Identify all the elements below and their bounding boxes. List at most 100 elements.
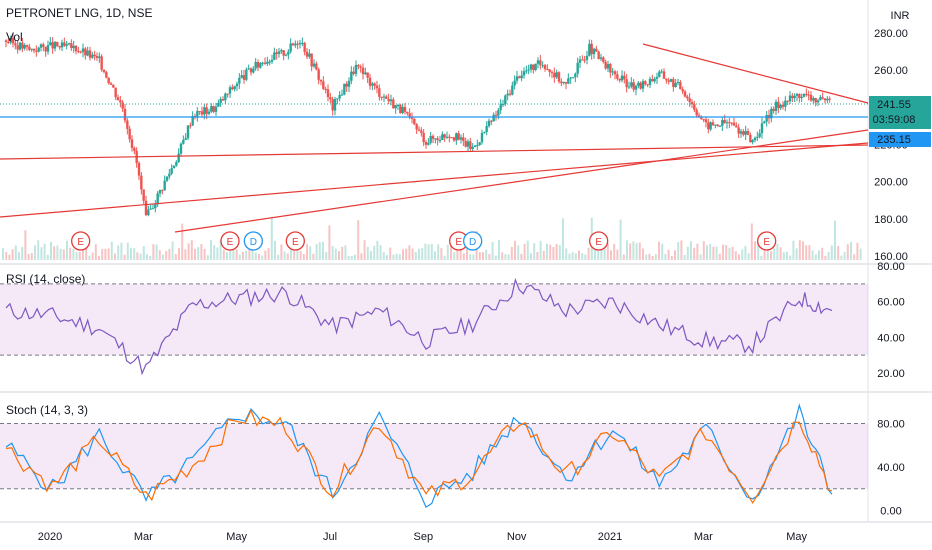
volume-bar	[174, 254, 177, 260]
price-candle-body	[368, 77, 372, 86]
volume-bar	[616, 249, 619, 260]
volume-bar	[267, 248, 270, 260]
price-candle-body	[303, 42, 306, 52]
price-candle-body	[105, 71, 108, 78]
price-candle-body	[219, 99, 222, 103]
volume-bar	[309, 246, 312, 260]
price-candle-body	[639, 82, 642, 89]
volume-bar	[808, 245, 811, 260]
event-marker[interactable]	[220, 231, 240, 251]
price-candle-body	[763, 121, 766, 124]
price-candle-body	[609, 64, 612, 73]
event-marker[interactable]	[71, 231, 91, 251]
volume-bar	[504, 254, 507, 260]
volume-bar	[584, 254, 587, 260]
price-candle-body	[546, 68, 549, 70]
volume-bar	[363, 240, 366, 260]
volume-bar	[370, 251, 372, 260]
volume-bar	[69, 248, 72, 260]
volume-bar	[859, 248, 862, 260]
volume-bar	[552, 247, 555, 260]
price-candle-body	[282, 50, 285, 56]
volume-bar	[120, 242, 123, 260]
price-candle-body	[490, 120, 493, 122]
price-candle-body	[809, 94, 813, 101]
volume-bar	[229, 241, 232, 260]
price-candle-body	[826, 98, 829, 101]
volume-bar	[238, 254, 241, 260]
price-candle-body	[478, 142, 481, 146]
rsi-title: RSI (14, close)	[6, 272, 85, 286]
volume-bar	[117, 245, 120, 260]
price-candle-body	[410, 116, 414, 119]
volume-bar	[27, 254, 30, 260]
volume-bar	[603, 245, 606, 260]
volume-bar	[258, 253, 260, 260]
price-candle-body	[441, 134, 444, 141]
price-candle-body	[802, 93, 806, 97]
price-candle-body	[697, 115, 701, 117]
price-candle-body	[408, 113, 411, 117]
volume-bar	[341, 246, 344, 260]
price-candle-body	[389, 99, 393, 102]
price-candle-body	[205, 107, 208, 114]
price-candle-body	[417, 129, 421, 131]
event-marker[interactable]	[243, 231, 263, 251]
volume-bar	[98, 255, 100, 260]
price-candle-body	[637, 82, 640, 86]
price-candle-body	[98, 56, 101, 58]
level-value: 235.15	[877, 134, 911, 146]
price-candle-body	[200, 111, 204, 115]
price-candle-body	[784, 100, 787, 107]
price-candle-body	[455, 133, 458, 141]
event-marker[interactable]	[463, 231, 483, 251]
volume-bar	[734, 251, 737, 260]
volume-bar	[203, 248, 206, 260]
price-candle-body	[777, 101, 780, 109]
price-candle-body	[336, 98, 339, 100]
event-marker[interactable]	[285, 231, 305, 251]
price-candle-body	[422, 132, 425, 143]
price-candle-body	[65, 44, 68, 46]
volume-bar	[530, 253, 532, 260]
price-candle-body	[81, 48, 85, 53]
volume-bar	[155, 244, 158, 260]
price-candle-body	[574, 73, 577, 78]
volume-bar	[526, 240, 529, 260]
price-candle-body	[753, 137, 757, 141]
price-candle-body	[364, 72, 367, 75]
price-candle-body	[606, 64, 610, 69]
volume-bar	[626, 240, 628, 260]
price-candle-body	[361, 67, 365, 75]
price-candle-body	[791, 95, 794, 99]
price-axis-tick: 160.00	[874, 251, 908, 263]
volume-bar	[222, 249, 225, 260]
price-candle-body	[548, 69, 551, 73]
time-axis-tick: Nov	[507, 531, 527, 543]
price-candle-body	[310, 53, 313, 67]
price-candle-body	[268, 61, 271, 63]
price-candle-body	[646, 84, 649, 86]
price-candle-body	[676, 81, 680, 84]
price-candle-body	[373, 83, 376, 86]
volume-bar	[619, 219, 622, 260]
volume-bar	[834, 220, 836, 260]
volume-bar	[5, 252, 8, 260]
price-candle-body	[604, 61, 607, 69]
volume-bar	[613, 243, 616, 260]
price-candle-body	[252, 68, 255, 73]
price-candle-body	[151, 208, 155, 210]
price-candle-body	[702, 119, 705, 121]
price-candle-body	[814, 98, 817, 103]
price-candle-body	[511, 85, 514, 95]
volume-bar	[725, 244, 728, 260]
level-badge	[869, 132, 931, 147]
event-marker[interactable]	[589, 231, 609, 251]
price-candle-body	[450, 137, 453, 139]
event-marker[interactable]	[757, 231, 777, 251]
price-candle-body	[233, 86, 236, 90]
price-candle-body	[287, 51, 290, 55]
price-candle-body	[298, 43, 302, 45]
price-candle-body	[63, 42, 66, 46]
